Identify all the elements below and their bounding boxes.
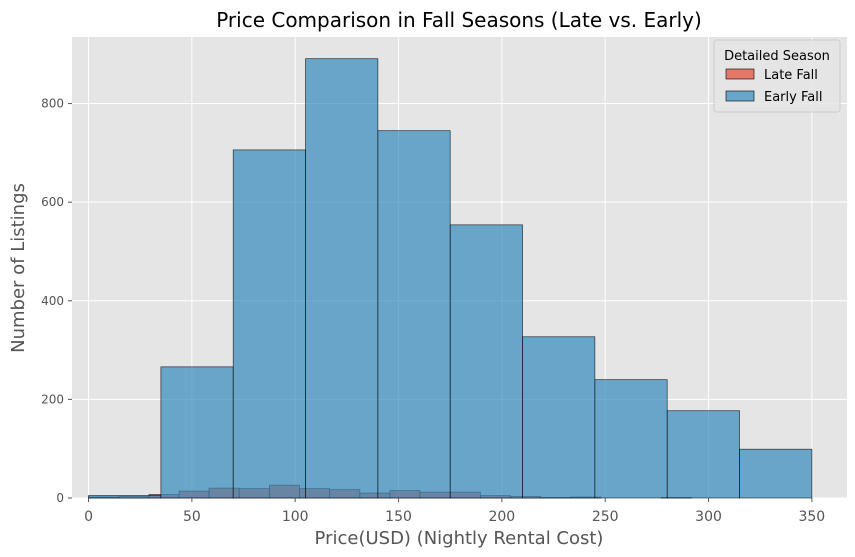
y-tick-label: 800 xyxy=(41,97,64,111)
y-tick-label: 400 xyxy=(41,294,64,308)
x-tick-label: 0 xyxy=(84,509,93,525)
x-tick-label: 200 xyxy=(488,509,515,525)
x-tick-label: 350 xyxy=(798,509,825,525)
bar-early-fall xyxy=(449,224,523,499)
y-tick-label: 200 xyxy=(41,392,64,406)
legend-label-early-fall: Early Fall xyxy=(764,90,822,105)
x-axis-ticks: 0 50 100 150 200 250 300 350 xyxy=(84,498,825,525)
y-axis-ticks: 0 200 400 600 800 xyxy=(41,97,72,505)
legend-swatch-late-fall xyxy=(725,68,755,80)
bar-early-fall xyxy=(594,379,668,499)
y-axis-label: Number of Listings xyxy=(8,183,29,353)
bar-early-fall xyxy=(232,149,306,499)
y-tick-label: 0 xyxy=(56,491,64,505)
x-tick-label: 100 xyxy=(282,509,309,525)
bar-early-fall xyxy=(305,58,379,499)
x-tick-label: 150 xyxy=(385,509,412,525)
bar-early-fall xyxy=(160,366,234,499)
bar-early-fall xyxy=(377,130,451,499)
x-tick-label: 50 xyxy=(183,509,201,525)
legend: Detailed Season Late Fall Early Fall xyxy=(713,39,841,113)
early-fall-bars xyxy=(88,58,813,499)
bar-early-fall xyxy=(739,448,813,499)
legend-title: Detailed Season xyxy=(724,49,830,64)
legend-label-late-fall: Late Fall xyxy=(764,68,818,83)
x-tick-label: 300 xyxy=(695,509,722,525)
x-axis-label: Price(USD) (Nightly Rental Cost) xyxy=(315,528,604,549)
bar-early-fall xyxy=(522,336,596,499)
x-tick-label: 250 xyxy=(592,509,619,525)
chart-title: Price Comparison in Fall Seasons (Late v… xyxy=(216,8,702,32)
bar-early-fall xyxy=(88,495,162,499)
bar-early-fall xyxy=(666,410,740,499)
y-tick-label: 600 xyxy=(41,195,64,209)
legend-swatch-early-fall xyxy=(725,90,755,102)
